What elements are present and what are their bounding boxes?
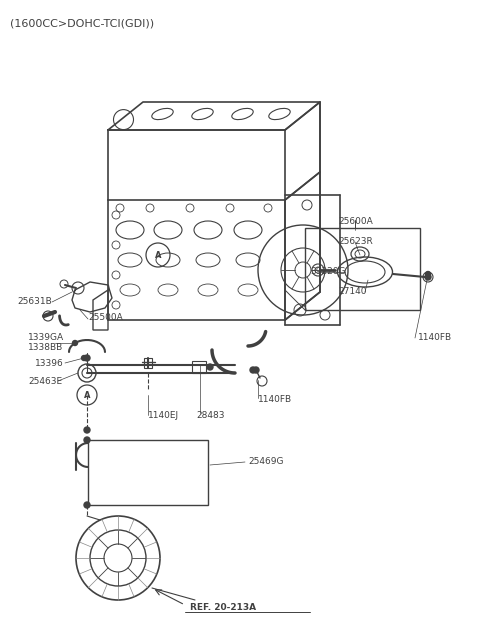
Text: 13396: 13396 (35, 359, 64, 368)
Circle shape (82, 356, 86, 361)
Text: 1338BB: 1338BB (28, 344, 63, 352)
Circle shape (84, 427, 90, 433)
Bar (192, 361, 206, 373)
Circle shape (84, 355, 90, 361)
Circle shape (425, 272, 431, 276)
Circle shape (250, 367, 256, 373)
Text: 25500A: 25500A (88, 314, 123, 323)
Circle shape (84, 502, 90, 508)
Text: 25469G: 25469G (248, 457, 284, 467)
Text: 1339GA: 1339GA (28, 333, 64, 342)
Circle shape (84, 437, 90, 443)
Text: 39220G: 39220G (310, 267, 346, 276)
Bar (144, 358, 152, 368)
Text: 25631B: 25631B (17, 298, 52, 307)
Text: REF. 20-213A: REF. 20-213A (190, 603, 256, 613)
Text: 25600A: 25600A (338, 218, 373, 227)
Text: 25463E: 25463E (28, 377, 62, 385)
Text: A: A (84, 391, 90, 399)
Text: 1140EJ: 1140EJ (148, 410, 179, 420)
Bar (305, 228, 420, 310)
Circle shape (425, 274, 431, 280)
Circle shape (43, 311, 53, 321)
Text: (1600CC>DOHC-TCI(GDI)): (1600CC>DOHC-TCI(GDI)) (10, 18, 154, 28)
Text: 1140FB: 1140FB (258, 396, 292, 404)
Text: 27140: 27140 (338, 288, 367, 297)
Text: 25623R: 25623R (338, 237, 373, 246)
Bar (88, 440, 208, 505)
Text: A: A (155, 250, 161, 260)
Text: 1140FB: 1140FB (418, 333, 452, 342)
Circle shape (78, 364, 96, 382)
Circle shape (72, 340, 77, 345)
Circle shape (253, 367, 259, 373)
Circle shape (207, 364, 213, 370)
Text: 28483: 28483 (196, 410, 225, 420)
